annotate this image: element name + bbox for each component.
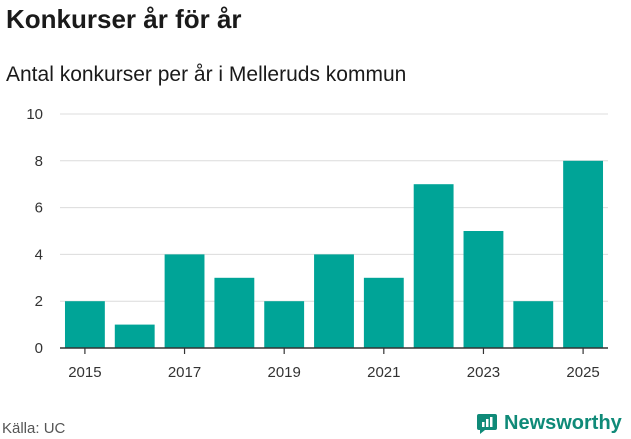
source-note: Källa: UC — [2, 420, 66, 437]
bar-2015[interactable] — [64, 301, 105, 348]
bar-2023[interactable] — [463, 231, 504, 348]
x-tick-label: 2021 — [367, 364, 400, 381]
bar-2025[interactable] — [563, 160, 604, 348]
bar-2017[interactable] — [164, 254, 205, 348]
y-tick-label: 8 — [35, 153, 43, 170]
bar-2020[interactable] — [314, 254, 354, 348]
axes: 0 2 4 6 8 10 2015 2017 2019 2021 2023 2025 — [26, 106, 608, 381]
x-tick-label: 2017 — [168, 364, 201, 381]
newsworthy-chart-icon — [477, 414, 497, 434]
x-tick-label: 2023 — [467, 364, 500, 381]
x-tick-label: 2015 — [68, 364, 101, 381]
bar-2018[interactable] — [214, 277, 255, 348]
chart-subtitle: Antal konkurser per år i Melleruds kommu… — [6, 63, 407, 86]
x-tick-label: 2019 — [267, 364, 300, 381]
x-tick-label: 2025 — [566, 364, 599, 381]
y-tick-label: 10 — [26, 106, 43, 123]
y-tick-label: 2 — [35, 293, 43, 310]
bar-2024[interactable] — [513, 301, 554, 348]
bars — [64, 160, 604, 348]
bar-2016[interactable] — [114, 324, 155, 348]
y-tick-label: 6 — [35, 200, 43, 217]
bar-2022[interactable] — [413, 184, 454, 348]
bar-2021[interactable] — [363, 277, 404, 348]
newsworthy-logo[interactable]: Newsworthy — [476, 408, 622, 438]
chart-title: Konkurser år för år — [6, 4, 242, 34]
y-tick-label: 4 — [35, 246, 43, 263]
bar-chart: 0 2 4 6 8 10 2015 2017 2019 2021 2023 2025 — [26, 106, 608, 381]
y-tick-label: 0 — [35, 340, 43, 357]
brand-name: Newsworthy — [504, 412, 622, 434]
bar-2019[interactable] — [264, 301, 305, 348]
